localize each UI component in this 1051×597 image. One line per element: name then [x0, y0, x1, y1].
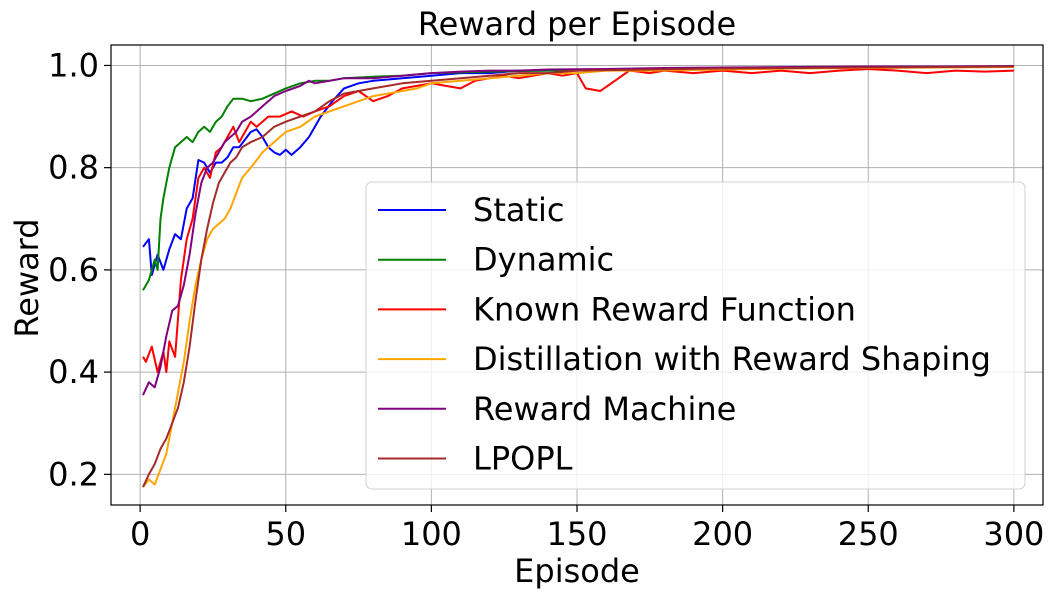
- legend-label-known-reward-function: Known Reward Function: [473, 290, 856, 328]
- series-lines: [142, 65, 1014, 488]
- y-tick-label: 0.2: [48, 455, 99, 493]
- y-tick-label: 0.4: [48, 353, 99, 391]
- legend-label-reward-machine: Reward Machine: [473, 390, 736, 428]
- legend-label-lpopl: LPOPL: [473, 440, 573, 478]
- x-axis-title: Episode: [514, 552, 640, 590]
- x-tick-label: 0: [130, 515, 150, 553]
- y-axis-ticks: 0.2 0.4 0.6 0.8 1.0: [48, 46, 111, 493]
- x-tick-label: 200: [692, 515, 753, 553]
- chart-title: Reward per Episode: [418, 5, 736, 43]
- legend-label-distillation-with-reward-shaping: Distillation with Reward Shaping: [473, 340, 991, 378]
- legend-label-dynamic: Dynamic: [473, 241, 614, 279]
- y-tick-label: 0.6: [48, 251, 99, 289]
- y-tick-label: 1.0: [48, 46, 99, 84]
- series-line-known-reward-function: [142, 68, 1014, 374]
- x-tick-label: 50: [265, 515, 306, 553]
- legend: Static Dynamic Known Reward Function Distil…: [365, 181, 1026, 490]
- series-line-lpopl: [142, 65, 1014, 488]
- x-tick-label: 300: [983, 515, 1044, 553]
- series-line-reward-machine: [142, 65, 1014, 396]
- y-tick-label: 0.8: [48, 149, 99, 187]
- x-tick-label: 150: [546, 515, 607, 553]
- x-tick-label: 100: [401, 515, 462, 553]
- y-axis-title: Reward: [8, 218, 46, 337]
- x-tick-label: 250: [838, 515, 899, 553]
- legend-label-static: Static: [473, 191, 565, 229]
- legend-box: [365, 181, 1026, 490]
- x-axis-ticks: 0 50 100 150 200 250 300: [130, 505, 1044, 553]
- series-line-distillation-with-reward-shaping: [142, 66, 1014, 488]
